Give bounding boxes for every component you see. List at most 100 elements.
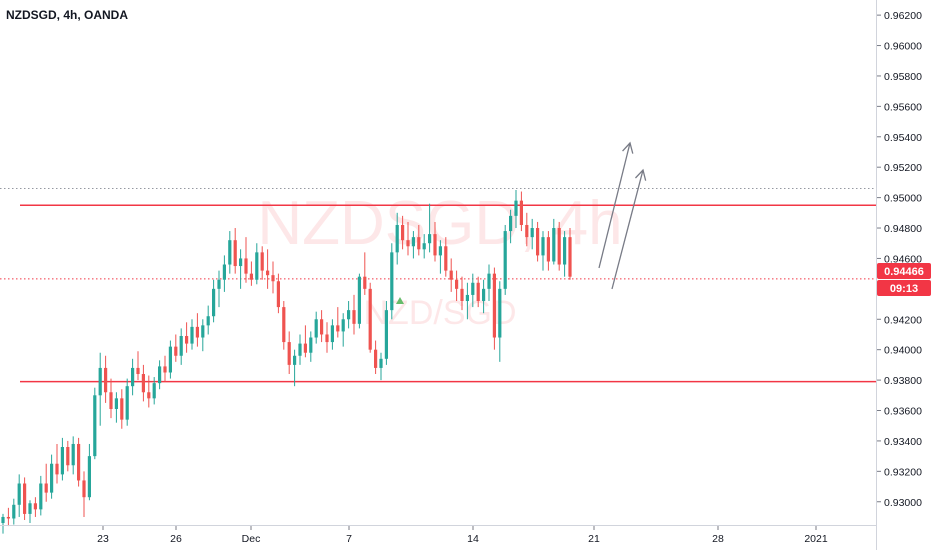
price-tick-label: 0.94200: [884, 314, 922, 326]
candle-up: [498, 288, 502, 338]
candle-down: [233, 240, 237, 267]
signal-marker-icon: [396, 297, 404, 304]
time-axis[interactable]: 23 26 Dec 7 14 21 28 2021: [0, 525, 876, 546]
candle-down: [163, 366, 167, 373]
candle-down: [266, 270, 270, 276]
candle-up: [541, 237, 545, 256]
candle-down: [401, 224, 405, 241]
candle-down: [536, 228, 540, 256]
candle-up: [395, 224, 399, 253]
candle-down: [417, 237, 421, 250]
candle-down: [525, 224, 529, 238]
candle-down: [449, 270, 453, 280]
candle-down: [195, 326, 199, 338]
symbol-title: NZDSGD, 4h, OANDA: [6, 8, 128, 22]
candle-up: [239, 258, 243, 267]
candle-up: [158, 366, 162, 384]
candle-up: [39, 483, 43, 510]
price-tick-label: 0.94800: [884, 223, 922, 235]
price-tick-label: 0.95600: [884, 101, 922, 113]
candle-up: [438, 246, 442, 256]
candle-up: [390, 252, 394, 311]
candle-up: [563, 237, 567, 265]
price-tick-label: 0.94600: [884, 253, 922, 265]
candle-up: [482, 288, 486, 302]
price-tick-label: 0.93600: [884, 406, 922, 418]
candle-up: [552, 228, 556, 262]
candle-down: [406, 240, 410, 247]
candle-down: [23, 483, 27, 514]
candle-up: [50, 463, 54, 493]
candle-up: [330, 325, 334, 343]
candle-down: [147, 392, 151, 399]
candle-up: [212, 288, 216, 317]
candle-down: [363, 276, 367, 289]
candle-down: [109, 392, 113, 409]
candle-up: [17, 483, 21, 505]
candle-up: [487, 273, 491, 289]
price-tick-label: 0.93000: [884, 497, 922, 509]
candle-down: [444, 246, 448, 271]
time-axis-ticks: 23 26 Dec 7 14 21 28 2021: [97, 526, 828, 545]
countdown-bg: [877, 280, 931, 296]
time-tick-label: Dec: [242, 533, 261, 545]
candle-up: [206, 316, 210, 326]
candle-down: [185, 335, 189, 344]
candle-down: [568, 237, 572, 277]
price-tick-label: 0.95200: [884, 162, 922, 174]
candle-up: [222, 264, 226, 280]
candle-down: [77, 443, 81, 481]
candle-down: [271, 275, 275, 282]
candle-down: [6, 516, 10, 519]
candle-down: [260, 252, 264, 271]
candle-down: [476, 282, 480, 302]
candle-up: [347, 310, 351, 320]
candle-up: [309, 337, 313, 353]
candle-up: [168, 346, 172, 373]
candle-up: [255, 252, 259, 280]
candles: [1, 190, 572, 534]
price-tick-label: 0.93400: [884, 436, 922, 448]
candle-up: [379, 358, 383, 368]
candle-down: [374, 349, 378, 368]
projection-arrows: [598, 141, 647, 290]
candle-down: [320, 319, 324, 335]
last-price-tag: 0.94466 09:13: [877, 263, 931, 296]
candle-up: [341, 319, 345, 332]
candle-down: [249, 273, 253, 280]
candle-up: [114, 398, 118, 409]
price-tick-label: 0.96200: [884, 10, 922, 22]
candle-up: [471, 282, 475, 295]
candle-up: [217, 279, 221, 289]
candle-up: [125, 386, 129, 420]
candle-up: [465, 294, 469, 302]
price-tick-label: 0.95000: [884, 193, 922, 205]
candle-down: [82, 480, 86, 498]
candle-up: [314, 319, 318, 338]
candle-down: [546, 237, 550, 262]
price-tick-label: 0.93200: [884, 466, 922, 478]
price-tick-label: 0.94000: [884, 345, 922, 357]
candle-down: [287, 342, 291, 365]
watermark-pair: NZD/SGD: [364, 294, 517, 332]
candle-down: [455, 279, 459, 289]
candle-up: [1, 516, 5, 524]
time-tick-label: 28: [712, 533, 724, 545]
price-tick-label: 0.95800: [884, 71, 922, 83]
time-tick-label: 14: [467, 533, 479, 545]
candle-up: [503, 231, 507, 289]
candle-down: [282, 307, 286, 343]
candle-up: [428, 234, 432, 244]
candle-up: [71, 443, 75, 466]
time-tick-label: 23: [97, 533, 109, 545]
time-tick-label: 2021: [804, 533, 828, 545]
candle-down: [55, 463, 59, 475]
candle-up: [422, 243, 426, 250]
candle-up: [228, 240, 232, 265]
candle-down: [325, 334, 329, 343]
candle-down: [33, 503, 37, 510]
candle-down: [519, 200, 523, 225]
candle-up: [298, 343, 302, 356]
